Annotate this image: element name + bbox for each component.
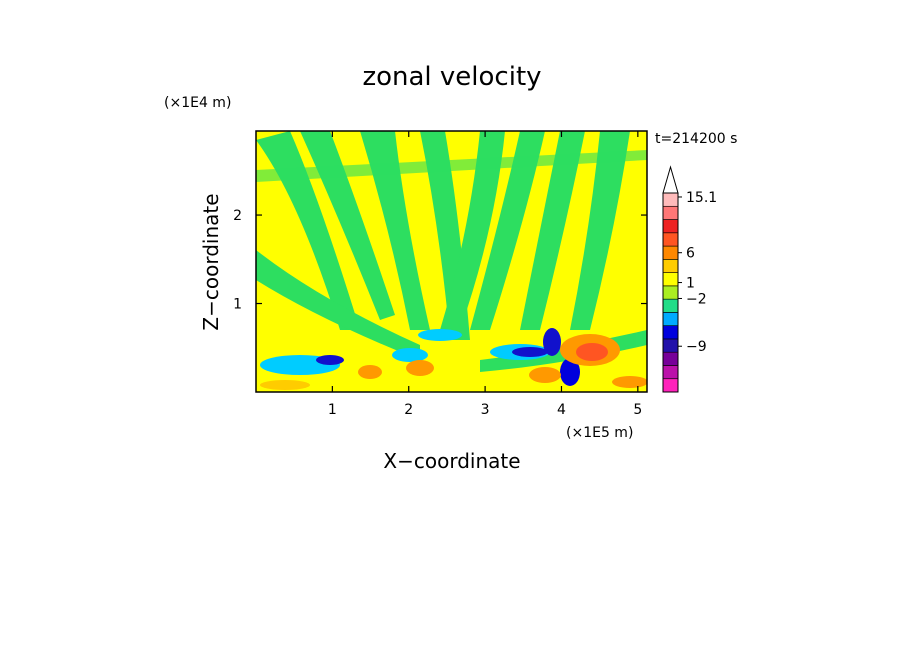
colorbar-swatch — [662, 192, 679, 207]
time-label: t=214200 s — [655, 131, 737, 147]
colorbar-swatch — [662, 205, 679, 220]
colorbar-swatch — [662, 272, 679, 287]
colorbar-tick-label: −9 — [686, 339, 707, 355]
colorbar-extend-arrow — [662, 165, 679, 194]
colorbar-swatch — [662, 365, 679, 380]
y-unit-label: (×1E4 m) — [164, 95, 231, 111]
x-tick-label: 5 — [633, 402, 642, 418]
velocity-field — [256, 131, 647, 392]
plot-frame — [255, 130, 648, 393]
colorbar-swatch — [662, 259, 679, 273]
colorbar-tick-label: −2 — [686, 291, 707, 307]
x-tick-label: 4 — [557, 402, 566, 418]
colorbar-swatch — [662, 285, 679, 300]
y-axis-title: Z−coordinate — [199, 193, 223, 330]
colorbar-tick-label: 15.1 — [686, 190, 717, 206]
x-tick-label: 2 — [404, 402, 413, 418]
chart-title: zonal velocity — [362, 62, 541, 92]
y-tick-label: 2 — [233, 208, 242, 224]
colorbar-tick-label: 1 — [686, 276, 695, 292]
colorbar-swatch — [662, 378, 679, 393]
x-tick-label: 3 — [481, 402, 490, 418]
colorbar-swatch — [662, 219, 679, 234]
colorbar-tick-label: 6 — [686, 246, 695, 262]
colorbar-frame — [662, 192, 679, 393]
colorbar: 15.1 6 1−2 −9 — [662, 165, 717, 393]
colorbar-swatch — [662, 298, 679, 313]
colorbar-swatch — [662, 351, 679, 366]
x-axis-title: X−coordinate — [383, 449, 520, 473]
colorbar-swatch — [662, 325, 679, 340]
y-axis: 12 — [233, 208, 647, 313]
x-axis: 1 2 3 4 5 — [328, 131, 642, 418]
x-unit-label: (×1E5 m) — [566, 425, 633, 441]
colorbar-swatch — [662, 232, 679, 247]
x-tick-label: 1 — [328, 402, 337, 418]
colorbar-swatch — [662, 312, 679, 326]
y-tick-label: 1 — [233, 297, 242, 313]
colorbar-swatch — [662, 245, 679, 260]
colorbar-swatch — [662, 338, 679, 353]
